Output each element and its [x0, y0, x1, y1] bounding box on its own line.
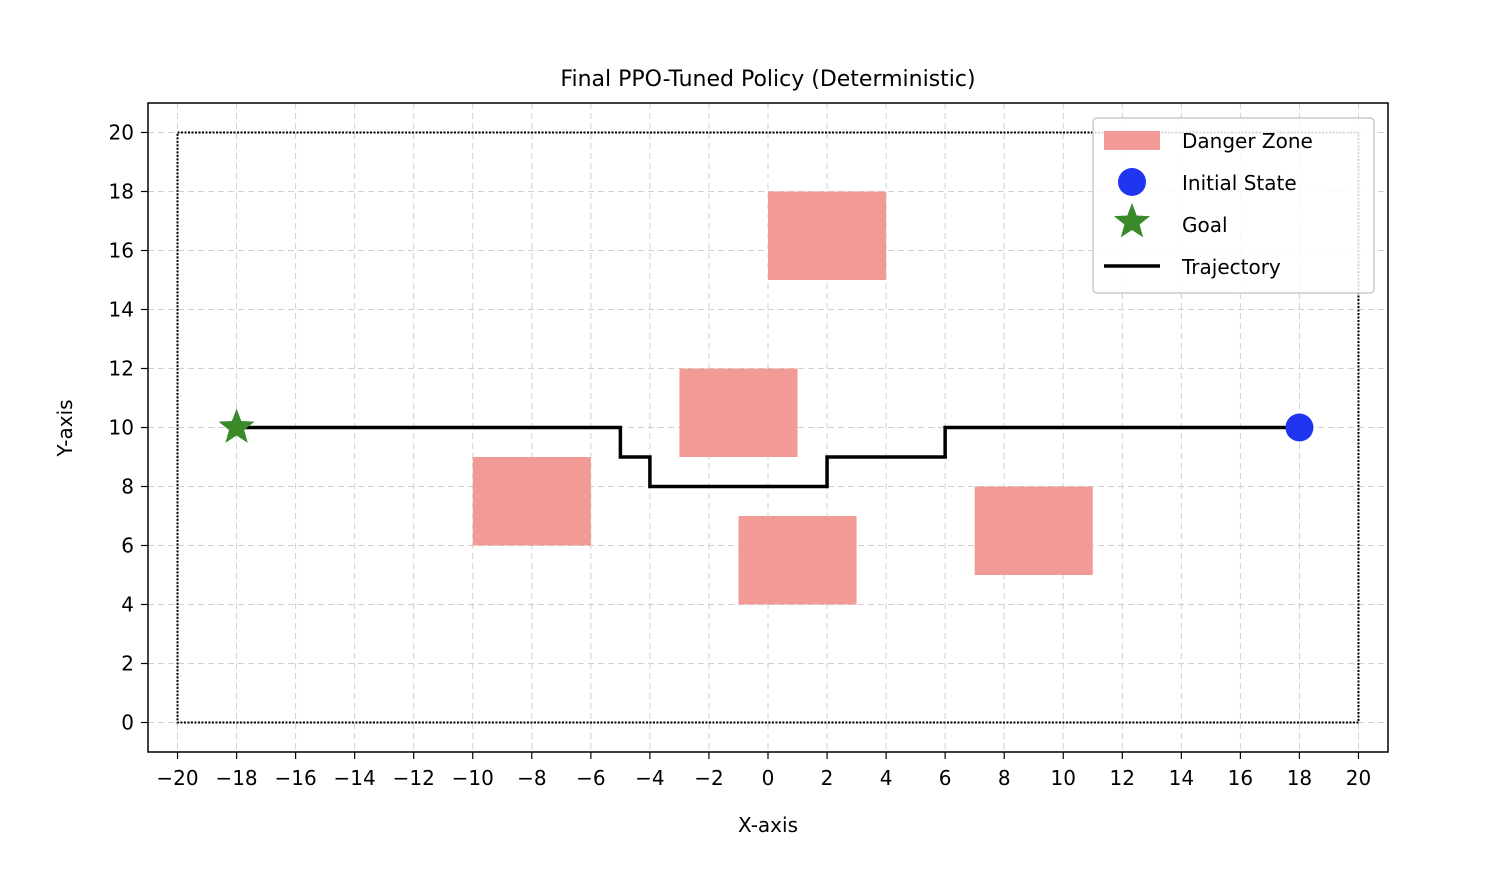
x-axis-label: X-axis [738, 813, 798, 837]
x-tick-label: 20 [1346, 766, 1371, 790]
chart-title: Final PPO-Tuned Policy (Deterministic) [560, 67, 975, 92]
y-tick-label: 20 [109, 121, 134, 145]
y-tick-label: 18 [109, 180, 134, 204]
danger-zone-rect [768, 191, 887, 280]
x-tick-label: 10 [1051, 766, 1076, 790]
trajectory [236, 425, 1300, 489]
x-tick-label: 8 [998, 766, 1011, 790]
legend-goal-label: Goal [1182, 213, 1228, 237]
y-tick-label: 14 [109, 298, 134, 322]
x-axis-ticks: −20 −18 −16 −14 −12 −10 −8 −6 −4 −2 0 2 4 6 8 10 12 14 16 1… [156, 752, 1371, 790]
x-tick-label: 4 [880, 766, 893, 790]
x-tick-label: −4 [635, 766, 664, 790]
legend-goal-marker [1113, 203, 1151, 238]
x-tick-label: −14 [334, 766, 376, 790]
legend-trajectory-label: Trajectory [1181, 255, 1281, 279]
danger-zone-rect [472, 457, 591, 546]
danger-zones [472, 191, 1093, 605]
y-tick-label: 6 [121, 534, 134, 558]
y-tick-label: 16 [109, 239, 134, 263]
x-tick-label: 14 [1169, 766, 1194, 790]
x-tick-label: −8 [517, 766, 546, 790]
danger-zone-rect [738, 516, 857, 605]
x-tick-label: −6 [576, 766, 605, 790]
danger-zone-rect [679, 368, 798, 457]
legend-danger-zone-label: Danger Zone [1182, 129, 1313, 153]
y-tick-label: 0 [121, 711, 134, 735]
y-tick-label: 2 [121, 652, 134, 676]
goal-star-marker [218, 408, 255, 443]
x-tick-label: −12 [393, 766, 435, 790]
x-tick-label: 18 [1287, 766, 1312, 790]
x-tick-label: 2 [821, 766, 834, 790]
legend-initial-state-label: Initial State [1182, 171, 1297, 195]
initial-state-marker [1285, 413, 1314, 442]
y-tick-label: 8 [121, 475, 134, 499]
y-axis-label: Y-axis [53, 399, 77, 457]
y-tick-label: 4 [121, 593, 134, 617]
legend: Danger Zone Initial State Goal Trajector… [1092, 117, 1375, 294]
x-tick-label: −20 [156, 766, 198, 790]
legend-frame [1092, 117, 1375, 294]
y-tick-label: 12 [109, 357, 134, 381]
x-tick-label: −16 [275, 766, 317, 790]
legend-initial-state-marker [1118, 168, 1146, 196]
x-tick-label: −18 [215, 766, 257, 790]
trajectory-line [236, 425, 1300, 489]
x-tick-label: −10 [452, 766, 494, 790]
x-tick-label: 6 [939, 766, 952, 790]
markers [218, 408, 1314, 443]
x-tick-label: 12 [1110, 766, 1135, 790]
danger-zone-rect [974, 486, 1093, 575]
x-tick-label: 16 [1228, 766, 1253, 790]
x-tick-label: 0 [762, 766, 775, 790]
legend-danger-zone-swatch [1104, 131, 1160, 150]
y-tick-label: 10 [109, 416, 134, 440]
x-tick-label: −2 [694, 766, 723, 790]
y-axis-ticks: 0 2 4 6 8 10 12 14 16 18 20 [109, 121, 148, 735]
